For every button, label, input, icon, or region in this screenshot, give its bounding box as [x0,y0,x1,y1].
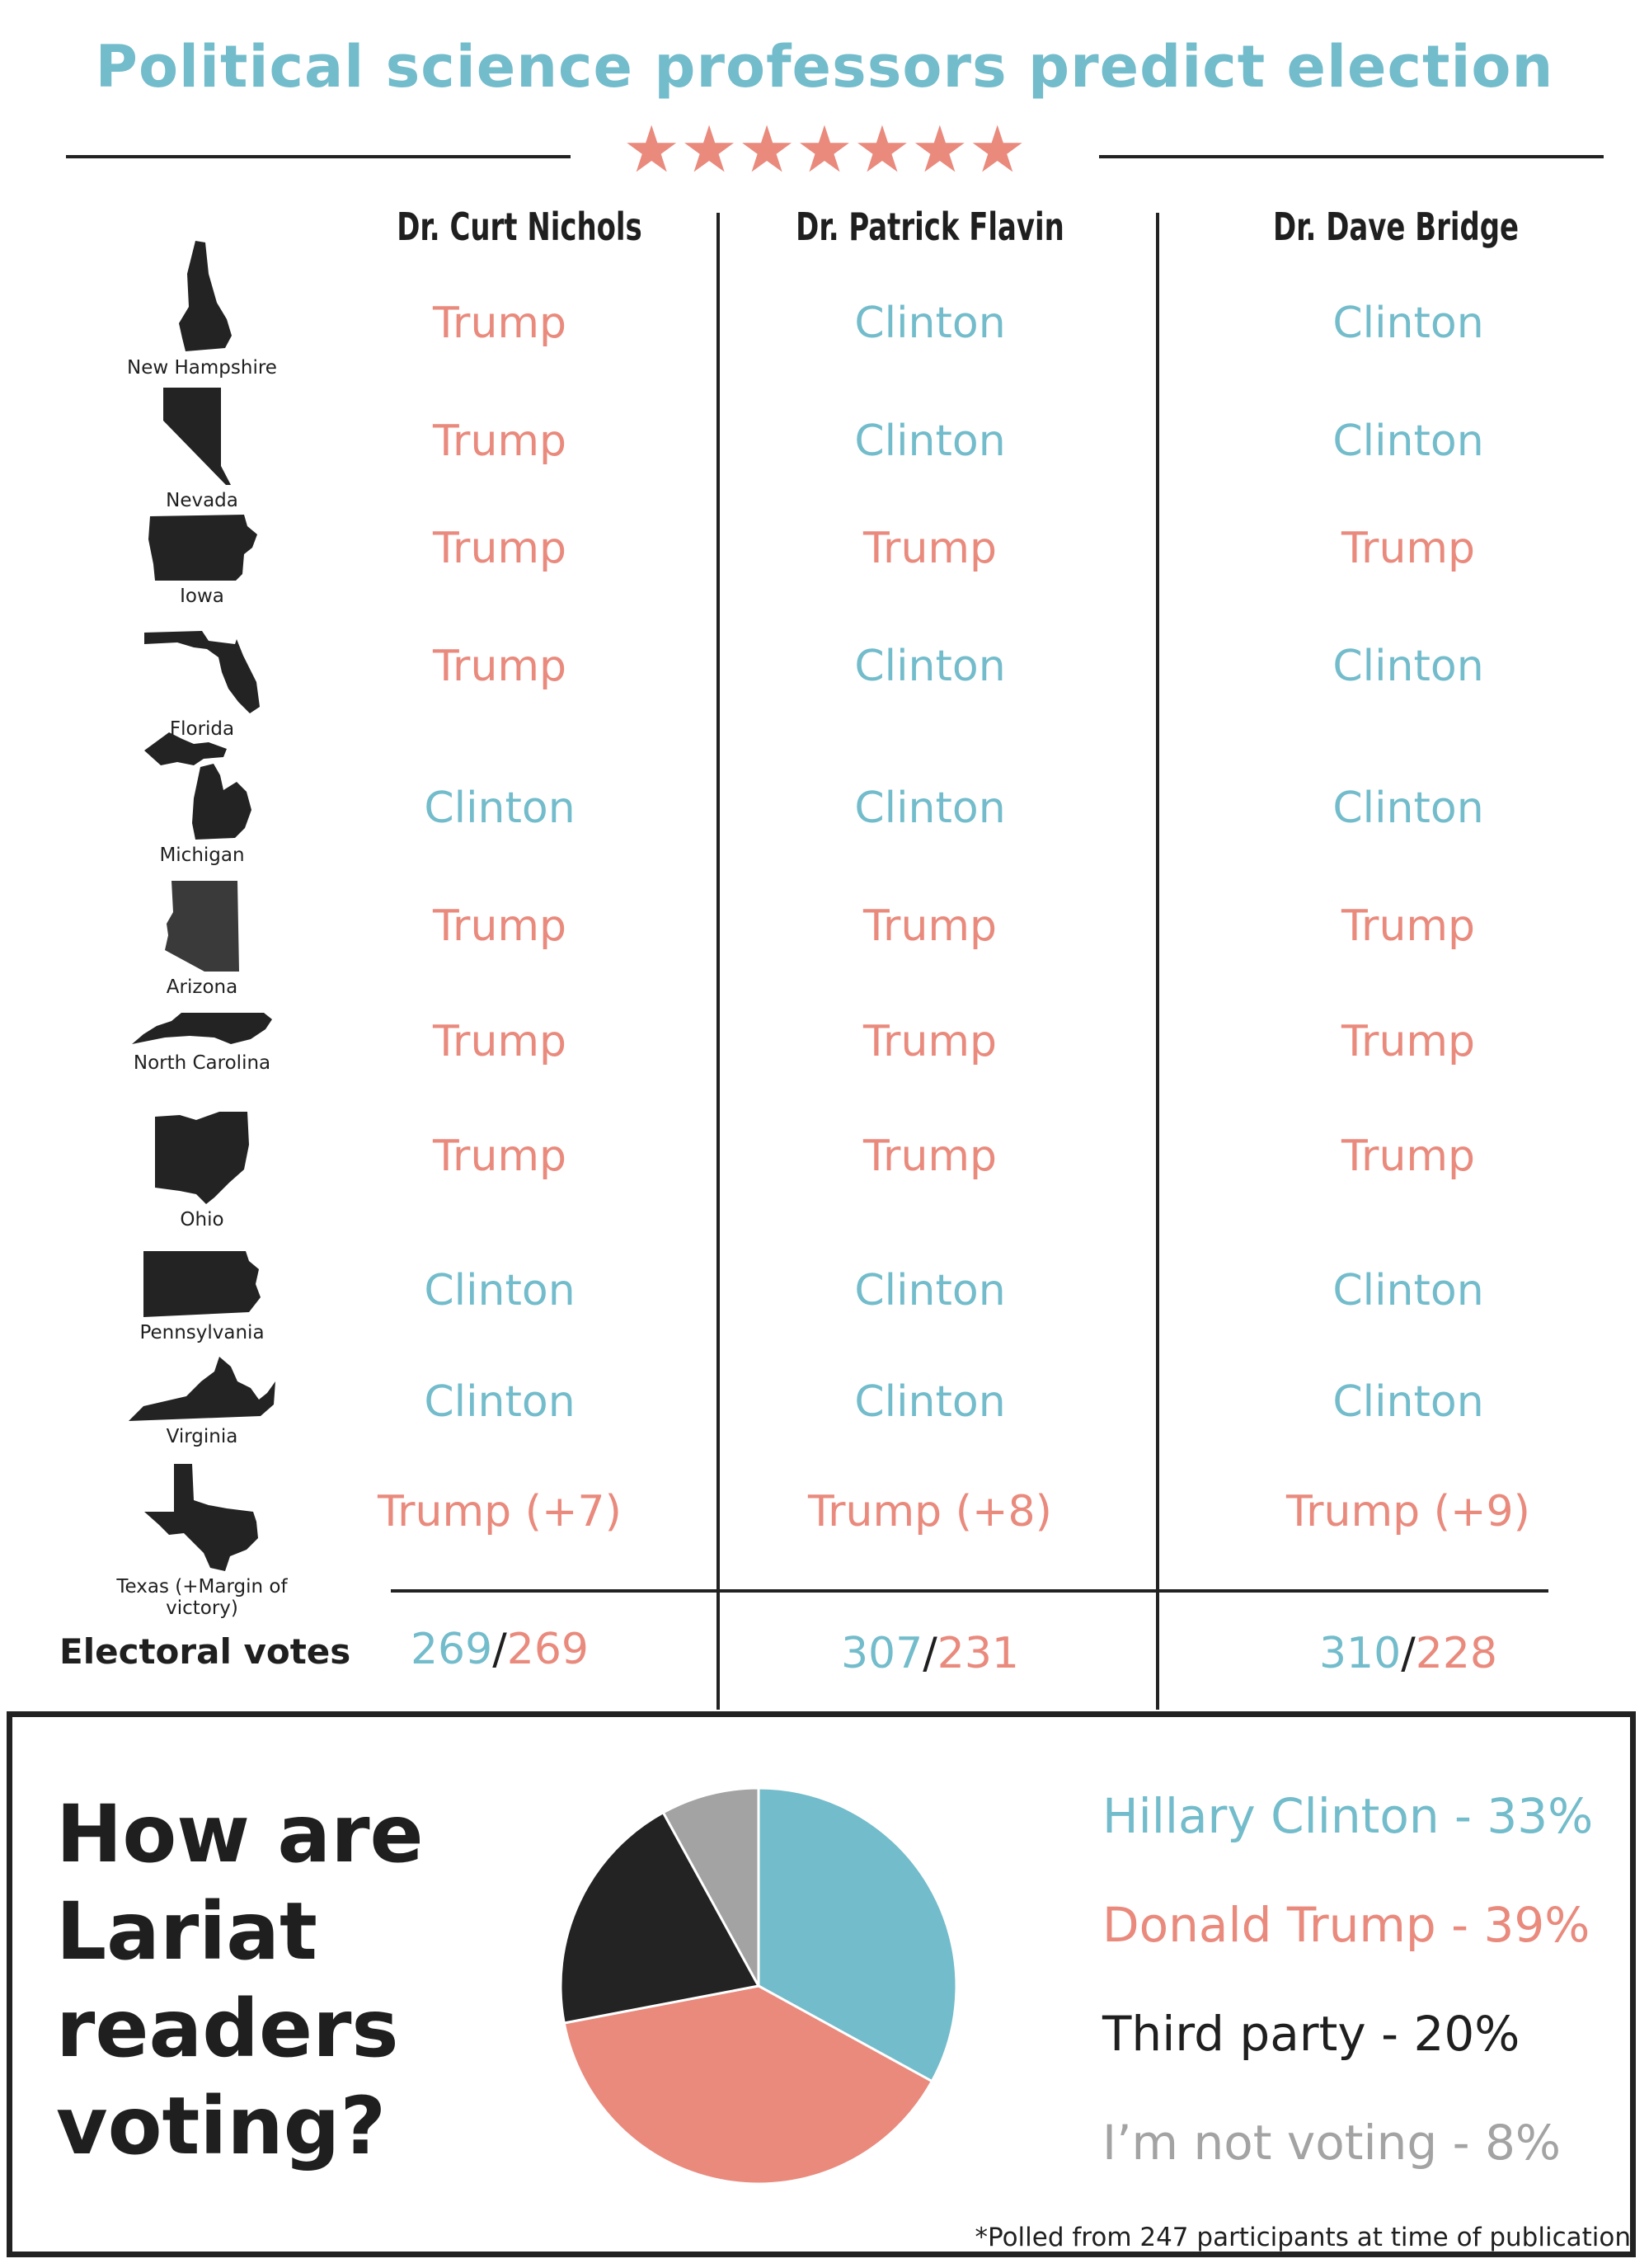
pick-cell: Trump [1341,901,1476,951]
state-name: Nevada [166,490,238,511]
title-rule-left [66,155,571,158]
column-divider [1156,213,1159,1710]
state-name: New Hampshire [127,357,277,379]
pick-cell: Trump (+7) [378,1487,622,1536]
pick-cell: Trump [432,901,567,951]
pick-cell: Clinton [424,783,576,833]
poll-question: How are Lariat readers voting? [56,1788,424,2172]
state-north-carolina: North Carolina [107,1013,297,1074]
pick-cell: Clinton [1332,1377,1484,1427]
pick-cell: Trump (+8) [808,1487,1052,1536]
pick-cell: Trump [862,1017,998,1066]
state-michigan: Michigan [107,732,297,866]
title-rule-right [1099,155,1604,158]
electoral-total: 310/228 [1318,1629,1498,1678]
pick-cell: Clinton [424,1377,576,1427]
legend-third-party: Third party - 20% [1102,2006,1520,2062]
clinton-electoral-votes: 307 [840,1629,923,1678]
pick-cell: Trump [432,1017,567,1066]
state-name: Pennsylvania [139,1322,265,1343]
state-name: Michigan [159,845,245,866]
state-pennsylvania: Pennsylvania [107,1251,297,1343]
michigan-shape-icon [144,732,251,840]
pick-cell: Clinton [854,299,1006,348]
state-florida: Florida [107,631,297,740]
state-iowa: Iowa [107,515,297,607]
state-virginia: Virginia [107,1357,297,1447]
pie-slice-i-m-not-voting [661,1786,760,1987]
electoral-total: 269/269 [410,1625,590,1674]
pick-cell: Clinton [1332,299,1484,348]
pick-cell: Clinton [854,1377,1006,1427]
florida-shape-icon [144,631,260,713]
state-name: Florida [169,718,235,740]
state-arizona: Arizona [107,881,297,998]
new-hampshire-shape-icon [179,241,232,351]
texas-shape-icon [144,1464,258,1571]
poll-panel [7,1711,1636,2257]
pick-cell: Clinton [854,416,1006,466]
pick-cell: Clinton [854,642,1006,691]
virginia-shape-icon [129,1357,275,1421]
poll-footnote: *Polled from 247 participants at time of… [975,2223,1631,2252]
pick-cell: Trump [432,299,567,348]
pick-cell: Clinton [854,1266,1006,1315]
trump-electoral-votes: 231 [937,1629,1020,1678]
legend-not-voting: I’m not voting - 8% [1102,2115,1561,2171]
pick-cell: Trump [862,901,998,951]
pick-cell: Trump [862,1132,998,1181]
clinton-electoral-votes: 310 [1318,1629,1402,1678]
pick-cell: Trump [432,524,567,573]
pie-slice-donald-trump [562,1984,934,2186]
page-title: Political science professors predict ele… [95,33,1554,101]
nevada-shape-icon [162,388,231,485]
pick-cell: Clinton [1332,416,1484,466]
legend-clinton: Hillary Clinton - 33% [1102,1788,1594,1844]
pick-cell: Trump (+9) [1286,1487,1530,1536]
iowa-shape-icon [148,515,257,581]
pie-slice-hillary-clinton [757,1786,958,2083]
pick-cell: Trump [1341,524,1476,573]
pennsylvania-shape-icon [143,1251,261,1317]
state-ohio: Ohio [107,1112,297,1230]
poll-pie-chart [559,1786,958,2186]
professor-header: Dr. Patrick Flavin [796,205,1064,249]
pick-cell: Clinton [1332,1266,1484,1315]
totals-rule [391,1589,1548,1593]
state-name: Ohio [180,1209,224,1230]
pick-cell: Clinton [854,783,1006,833]
pick-cell: Clinton [424,1266,576,1315]
state-texas: Texas (+Margin of victory) [99,1464,305,1619]
professor-header: Dr. Dave Bridge [1272,205,1520,249]
north-carolina-shape-icon [132,1013,272,1044]
pick-cell: Trump [1341,1017,1476,1066]
electoral-total: 307/231 [840,1629,1020,1678]
state-name: Iowa [180,586,224,607]
trump-electoral-votes: 228 [1415,1629,1498,1678]
trump-electoral-votes: 269 [506,1625,590,1674]
state-name: Arizona [166,976,238,998]
professor-header: Dr. Curt Nichols [397,205,642,249]
star-row-icon: ★★★★★★★ [622,113,1027,187]
column-divider [716,213,720,1710]
pick-cell: Clinton [1332,642,1484,691]
state-name: Virginia [166,1426,238,1447]
state-new-hampshire: New Hampshire [107,241,297,379]
pick-cell: Trump [432,1132,567,1181]
pick-cell: Trump [432,416,567,466]
ohio-shape-icon [154,1112,249,1204]
state-name: Texas (+Margin of victory) [116,1576,288,1619]
electoral-votes-label: Electoral votes [59,1631,351,1672]
state-nevada: Nevada [107,388,297,511]
clinton-electoral-votes: 269 [410,1625,493,1674]
legend-trump: Donald Trump - 39% [1102,1897,1590,1953]
pick-cell: Trump [432,642,567,691]
pick-cell: Trump [1341,1132,1476,1181]
arizona-shape-icon [165,881,239,972]
pick-cell: Clinton [1332,783,1484,833]
pie-slice-third-party [559,1810,761,2025]
state-name: North Carolina [133,1052,271,1074]
pick-cell: Trump [862,524,998,573]
